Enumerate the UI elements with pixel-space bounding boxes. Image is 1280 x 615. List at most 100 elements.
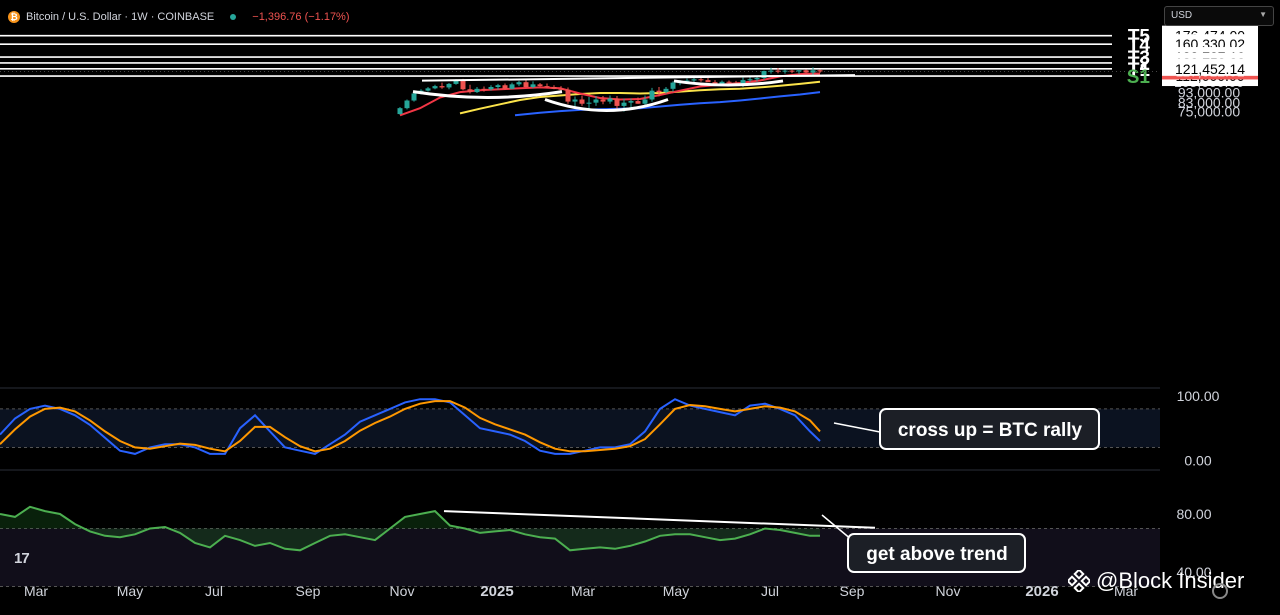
market-status-icon — [230, 14, 237, 20]
candle-body — [747, 79, 753, 81]
candle-body — [761, 71, 767, 79]
candle-body — [607, 98, 613, 102]
price-axis-label: 93,000.00 — [1178, 85, 1240, 101]
time-axis-label: Mar — [24, 583, 48, 599]
watermark: @Block Insider — [1068, 568, 1244, 594]
stoch-axis-label: 100.00 — [1177, 388, 1220, 404]
candle-body — [712, 82, 718, 84]
candle-body — [558, 88, 564, 90]
candle-body — [796, 70, 802, 72]
candle-body — [439, 86, 445, 88]
level-tag-t5: T5 — [1128, 27, 1151, 48]
candle-body — [649, 90, 655, 100]
price-axis-label: 75,000.00 — [1178, 104, 1240, 120]
candle-body — [551, 86, 557, 89]
ema-slow-line — [514, 91, 821, 117]
candle-body — [663, 88, 669, 93]
candle-body — [656, 90, 662, 93]
time-axis-label: Mar — [1114, 583, 1138, 599]
time-axis-label: 2025 — [480, 583, 513, 600]
chart-header: ₿ Bitcoin / U.S. Dollar · 1W · COINBASE … — [8, 8, 350, 26]
candle-body — [397, 108, 403, 115]
time-axis-label: Sep — [296, 583, 321, 599]
time-axis-label: Jul — [205, 583, 223, 599]
candle-body — [474, 88, 480, 93]
candle-body — [579, 99, 585, 104]
candle-body — [586, 102, 592, 104]
currency-value: USD — [1171, 10, 1193, 21]
callout-text-rsi: get above trend — [866, 544, 1007, 565]
stoch-axis-label: 0.00 — [1184, 452, 1211, 468]
level-tag-t1: T1 — [1128, 60, 1151, 81]
candle-body — [754, 78, 760, 80]
candle-body — [691, 79, 697, 81]
candle-body — [768, 70, 774, 72]
price-axis-label: 83,000.00 — [1178, 95, 1240, 111]
rsi-line — [0, 505, 820, 552]
time-axis-label: May — [663, 583, 689, 599]
tradingview-logo: 17 — [14, 550, 30, 567]
rsi-axis-label: 40.00 — [1176, 564, 1211, 580]
candle-body — [544, 86, 550, 88]
candle-body — [460, 80, 466, 90]
candle-body — [614, 98, 620, 106]
callout-pointer-stoch — [833, 422, 881, 433]
candle-body — [467, 89, 473, 93]
candle-body — [530, 84, 536, 87]
candle-body — [817, 70, 823, 72]
candle-body — [740, 80, 746, 86]
candle-body — [789, 70, 795, 72]
candle-body — [810, 70, 816, 73]
price-plot — [397, 67, 856, 117]
callout-box-stoch — [879, 408, 1100, 450]
candle-body — [516, 82, 522, 85]
candle-body — [621, 102, 627, 106]
level-tag-t4: T4 — [1128, 35, 1151, 56]
candle-body — [572, 99, 578, 102]
candle-body — [635, 101, 641, 104]
bitcoin-icon: ₿ — [8, 11, 20, 23]
time-axis-label: Mar — [571, 583, 595, 599]
level-tag-t3: T3 — [1128, 48, 1150, 69]
symbol-title[interactable]: Bitcoin / U.S. Dollar · 1W · COINBASE — [26, 11, 215, 23]
currency-select[interactable]: USD ▼ — [1164, 6, 1274, 26]
candle-body — [425, 88, 431, 91]
candle-body — [432, 86, 438, 89]
rsi-axis-label: 80.00 — [1176, 506, 1211, 522]
time-axis-label: May — [117, 583, 143, 599]
candle-body — [600, 99, 606, 102]
level-value-box-t1-top — [1162, 58, 1258, 76]
cup-arc-2 — [544, 98, 669, 112]
level-tag-t2: T2 — [1128, 54, 1150, 75]
candle-body — [565, 89, 571, 102]
candle-body — [453, 80, 459, 84]
callout-box-rsi — [847, 533, 1026, 573]
candle-body — [719, 81, 725, 84]
cup-arc-3 — [673, 79, 784, 87]
cup-arc-1 — [412, 90, 563, 99]
candle-body — [726, 81, 732, 83]
price-trendline — [421, 74, 856, 82]
candle-body — [446, 83, 452, 88]
stoch-series-2 — [0, 400, 821, 453]
rsi-trendline — [443, 510, 876, 529]
time-axis-label: 2026 — [1025, 583, 1058, 600]
candle-body — [481, 88, 487, 90]
candle-body — [775, 70, 781, 72]
settings-gear-icon[interactable] — [1212, 583, 1228, 599]
level-value-label-t1: 121,452.14 — [1175, 61, 1245, 77]
candle-body — [509, 84, 515, 89]
candle-body — [404, 100, 410, 109]
rsi-overbought-fill — [0, 506, 820, 551]
candle-body — [495, 85, 501, 87]
candle-body — [803, 70, 809, 73]
time-axis-label: Sep — [840, 583, 865, 599]
price-change: −1,396.76 (−1.17%) — [252, 11, 350, 23]
chevron-down-icon: ▼ — [1259, 10, 1267, 19]
candle-body — [411, 93, 417, 101]
stoch-series-1 — [0, 398, 821, 455]
candle-body — [502, 85, 508, 89]
candle-body — [488, 86, 494, 90]
